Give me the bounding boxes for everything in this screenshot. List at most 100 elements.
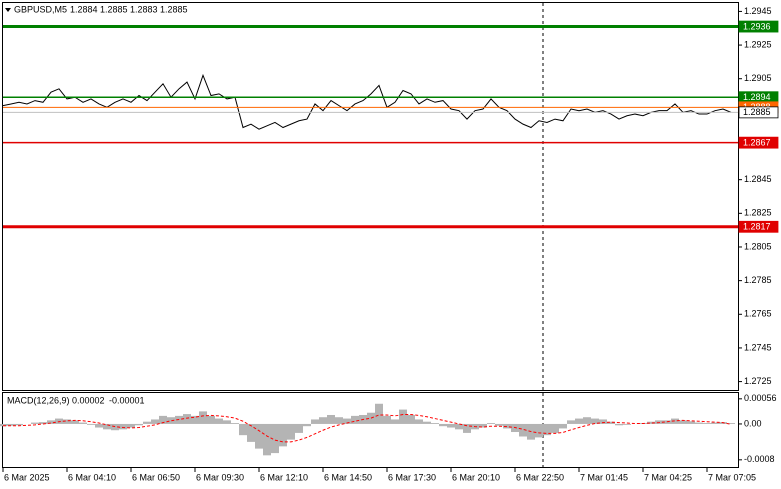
macd-bar xyxy=(7,423,15,426)
macd-bar xyxy=(31,422,39,424)
macd-bar xyxy=(71,420,79,424)
menu-arrow xyxy=(5,8,11,12)
x-tick-label: 6 Mar 09:30 xyxy=(196,472,244,482)
macd-bar xyxy=(519,423,527,437)
macd-bar xyxy=(687,421,695,424)
macd-bar xyxy=(455,423,463,430)
plot-layer: 1.2945 1.2925 1.2905 1.2845 1.2825 1.2805 1.27… xyxy=(0,6,779,482)
macd-bar xyxy=(0,423,7,427)
y-tick-label: 1.2805 xyxy=(744,241,772,251)
macd-bar xyxy=(567,420,575,424)
macd-title: MACD(12,26,9) xyxy=(7,395,70,405)
macd-bar xyxy=(79,422,87,424)
macd-bar xyxy=(463,423,471,433)
macd-bar xyxy=(399,409,407,424)
macd-bar xyxy=(63,419,71,424)
x-tick-label: 6 Mar 22:50 xyxy=(516,472,564,482)
macd-bar xyxy=(647,421,655,424)
macd-bar xyxy=(679,420,687,424)
y-tick-label: 1.2905 xyxy=(744,73,772,83)
level-label-box xyxy=(738,106,779,119)
y-tick-label: 1.2925 xyxy=(744,39,772,49)
macd-bar xyxy=(287,423,295,440)
macd-bar xyxy=(295,423,303,433)
macd-bar xyxy=(303,423,311,427)
macd-value: 0.00002 xyxy=(72,395,105,405)
macd-bar xyxy=(415,419,423,424)
level-label-box xyxy=(738,136,779,149)
signal-line xyxy=(3,414,732,443)
macd-bar xyxy=(279,423,287,447)
level-label-box xyxy=(738,20,779,33)
x-tick-label: 6 Mar 12:10 xyxy=(260,472,308,482)
macd-bar xyxy=(607,421,615,424)
ohlc-high: 1.2885 xyxy=(100,4,128,14)
macd-frame xyxy=(2,392,739,468)
macd-bar xyxy=(551,423,559,433)
level-label-box xyxy=(738,220,779,233)
macd-bar xyxy=(335,417,343,424)
x-tick-label: 6 Mar 04:10 xyxy=(68,472,116,482)
macd-signal-value: -0.00001 xyxy=(109,395,145,405)
macd-bar xyxy=(239,423,247,436)
macd-bar xyxy=(591,418,599,424)
y-tick-label: 1.2745 xyxy=(744,342,772,352)
level-label: 1.2885 xyxy=(743,107,771,117)
macd-bar xyxy=(159,415,167,424)
macd-bar xyxy=(151,419,159,424)
macd-bar xyxy=(503,423,511,429)
macd-bar xyxy=(207,415,215,424)
macd-bar xyxy=(215,418,223,424)
macd-bar xyxy=(487,423,495,424)
ohlc-close: 1.2885 xyxy=(160,4,188,14)
y-tick-label: 1.2945 xyxy=(744,6,772,16)
macd-bar xyxy=(183,414,191,424)
macd-bar xyxy=(39,422,47,424)
level-label: 1.2936 xyxy=(743,21,771,31)
level-label: 1.2817 xyxy=(743,222,771,232)
x-tick-label: 6 Mar 14:50 xyxy=(324,472,372,482)
y-tick-label: 1.2845 xyxy=(744,174,772,184)
macd-bar xyxy=(127,423,135,428)
symbol: GBPUSD,M5 xyxy=(14,4,67,14)
macd-bar xyxy=(439,423,447,427)
macd-bar xyxy=(423,421,431,424)
macd-bar xyxy=(407,414,415,424)
x-tick-label: 6 Mar 17:30 xyxy=(388,472,436,482)
macd-bar xyxy=(311,419,319,424)
macd-bar xyxy=(319,417,327,424)
macd-bar xyxy=(391,419,399,424)
macd-bar xyxy=(671,418,679,424)
macd-bar xyxy=(711,422,719,424)
y-tick-label: 1.2785 xyxy=(744,275,772,285)
y-tick-label: -0.0008 xyxy=(744,454,775,464)
macd-bar xyxy=(447,423,455,428)
level-label: 1.2894 xyxy=(743,92,771,102)
ohlc-open: 1.2884 xyxy=(70,4,98,14)
macd-bar xyxy=(15,423,23,426)
x-tick-label: 6 Mar 2025 xyxy=(4,472,50,482)
main-frame xyxy=(2,2,739,391)
macd-bar xyxy=(535,423,543,438)
macd-bar xyxy=(263,423,271,456)
macd-bar xyxy=(247,423,255,442)
macd-bar xyxy=(47,420,55,424)
x-tick-label: 6 Mar 20:10 xyxy=(452,472,500,482)
macd-bar xyxy=(119,423,127,430)
macd-bar xyxy=(559,423,567,429)
macd-bar xyxy=(343,418,351,424)
y-tick-label: 0.00056 xyxy=(744,393,777,403)
macd-bar xyxy=(103,423,111,430)
macd-bar xyxy=(95,423,103,428)
macd-bar xyxy=(727,423,735,424)
macd-bar xyxy=(383,415,391,424)
x-tick-label: 7 Mar 01:45 xyxy=(580,472,628,482)
x-tick-label: 7 Mar 07:05 xyxy=(708,472,756,482)
y-tick-label: 1.2725 xyxy=(744,376,772,386)
macd-bar xyxy=(87,423,95,425)
macd-bar xyxy=(167,417,175,424)
macd-bar xyxy=(479,423,487,428)
macd-bar xyxy=(223,420,231,424)
